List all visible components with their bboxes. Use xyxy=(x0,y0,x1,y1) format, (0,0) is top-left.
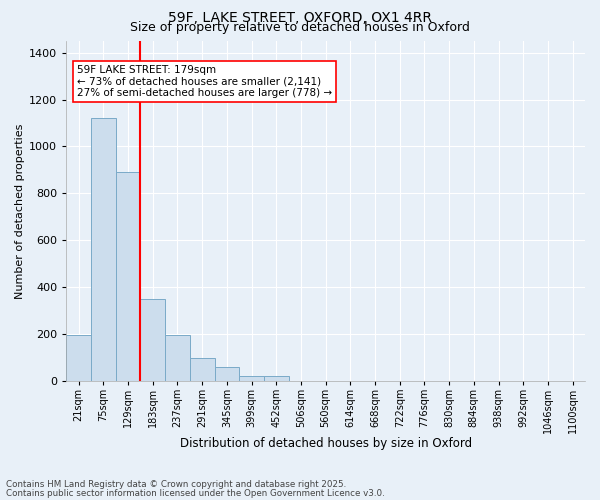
Bar xyxy=(239,376,264,380)
Text: Size of property relative to detached houses in Oxford: Size of property relative to detached ho… xyxy=(130,22,470,35)
Bar xyxy=(215,366,239,380)
Bar xyxy=(91,118,116,380)
Bar xyxy=(116,172,140,380)
Text: 59F, LAKE STREET, OXFORD, OX1 4RR: 59F, LAKE STREET, OXFORD, OX1 4RR xyxy=(168,11,432,25)
Bar xyxy=(140,298,165,380)
Text: Contains public sector information licensed under the Open Government Licence v3: Contains public sector information licen… xyxy=(6,488,385,498)
Text: 59F LAKE STREET: 179sqm
← 73% of detached houses are smaller (2,141)
27% of semi: 59F LAKE STREET: 179sqm ← 73% of detache… xyxy=(77,65,332,98)
Bar xyxy=(190,358,215,380)
X-axis label: Distribution of detached houses by size in Oxford: Distribution of detached houses by size … xyxy=(179,437,472,450)
Bar xyxy=(165,335,190,380)
Bar xyxy=(67,335,91,380)
Text: Contains HM Land Registry data © Crown copyright and database right 2025.: Contains HM Land Registry data © Crown c… xyxy=(6,480,346,489)
Y-axis label: Number of detached properties: Number of detached properties xyxy=(15,123,25,298)
Bar xyxy=(264,376,289,380)
